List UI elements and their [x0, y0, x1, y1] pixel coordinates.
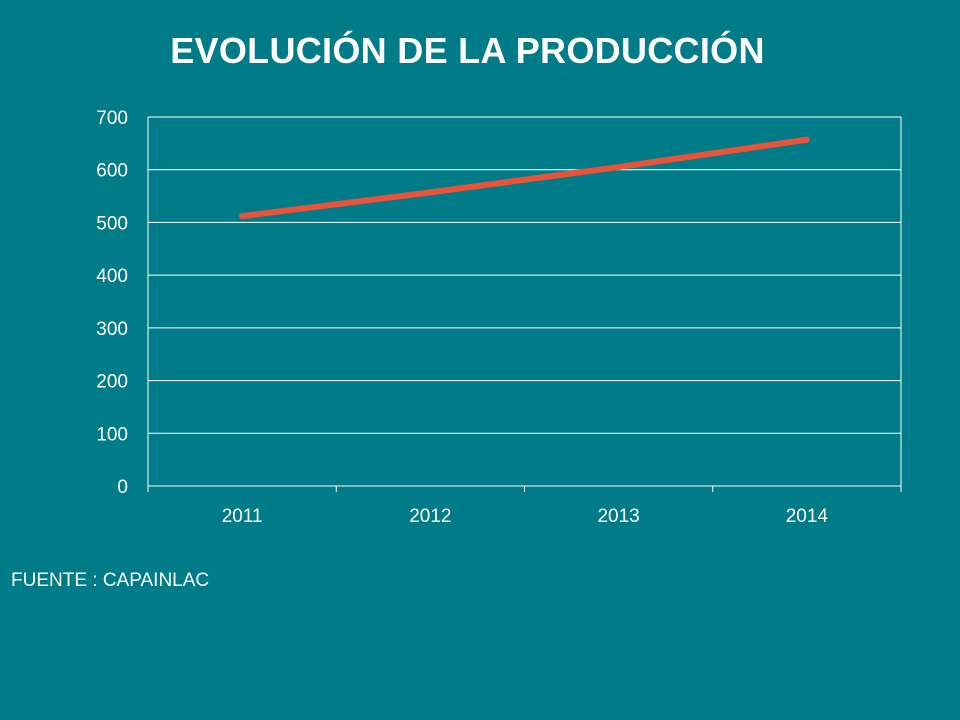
- x-tick-label-2011: 2011: [222, 506, 263, 527]
- y-tick-label-200: 200: [96, 372, 128, 393]
- x-tick-label-2012: 2012: [409, 506, 451, 527]
- x-tick-label-2014: 2014: [786, 506, 829, 527]
- y-tick-label-600: 600: [96, 161, 128, 182]
- x-tick-label-2013: 2013: [597, 506, 639, 527]
- y-axis-tick-labels: 0 100 200 300 400 500 600 700: [96, 108, 128, 498]
- y-tick-label-0: 0: [117, 477, 128, 498]
- y-tick-label-400: 400: [96, 266, 128, 287]
- y-tick-label-300: 300: [96, 319, 128, 340]
- x-axis-tick-labels: 2011 2012 2013 2014: [222, 506, 829, 527]
- chart-title: EVOLUCIÓN DE LA PRODUCCIÓN: [170, 30, 765, 71]
- gridlines: [148, 116, 901, 434]
- series-lines: [239, 136, 810, 220]
- source-note: FUENTE : CAPAINLAC: [11, 570, 210, 591]
- series-line-0: [239, 136, 810, 220]
- axes: [147, 117, 902, 492]
- y-tick-label-100: 100: [96, 424, 128, 445]
- y-tick-label-500: 500: [96, 213, 128, 234]
- y-tick-label-700: 700: [96, 108, 128, 129]
